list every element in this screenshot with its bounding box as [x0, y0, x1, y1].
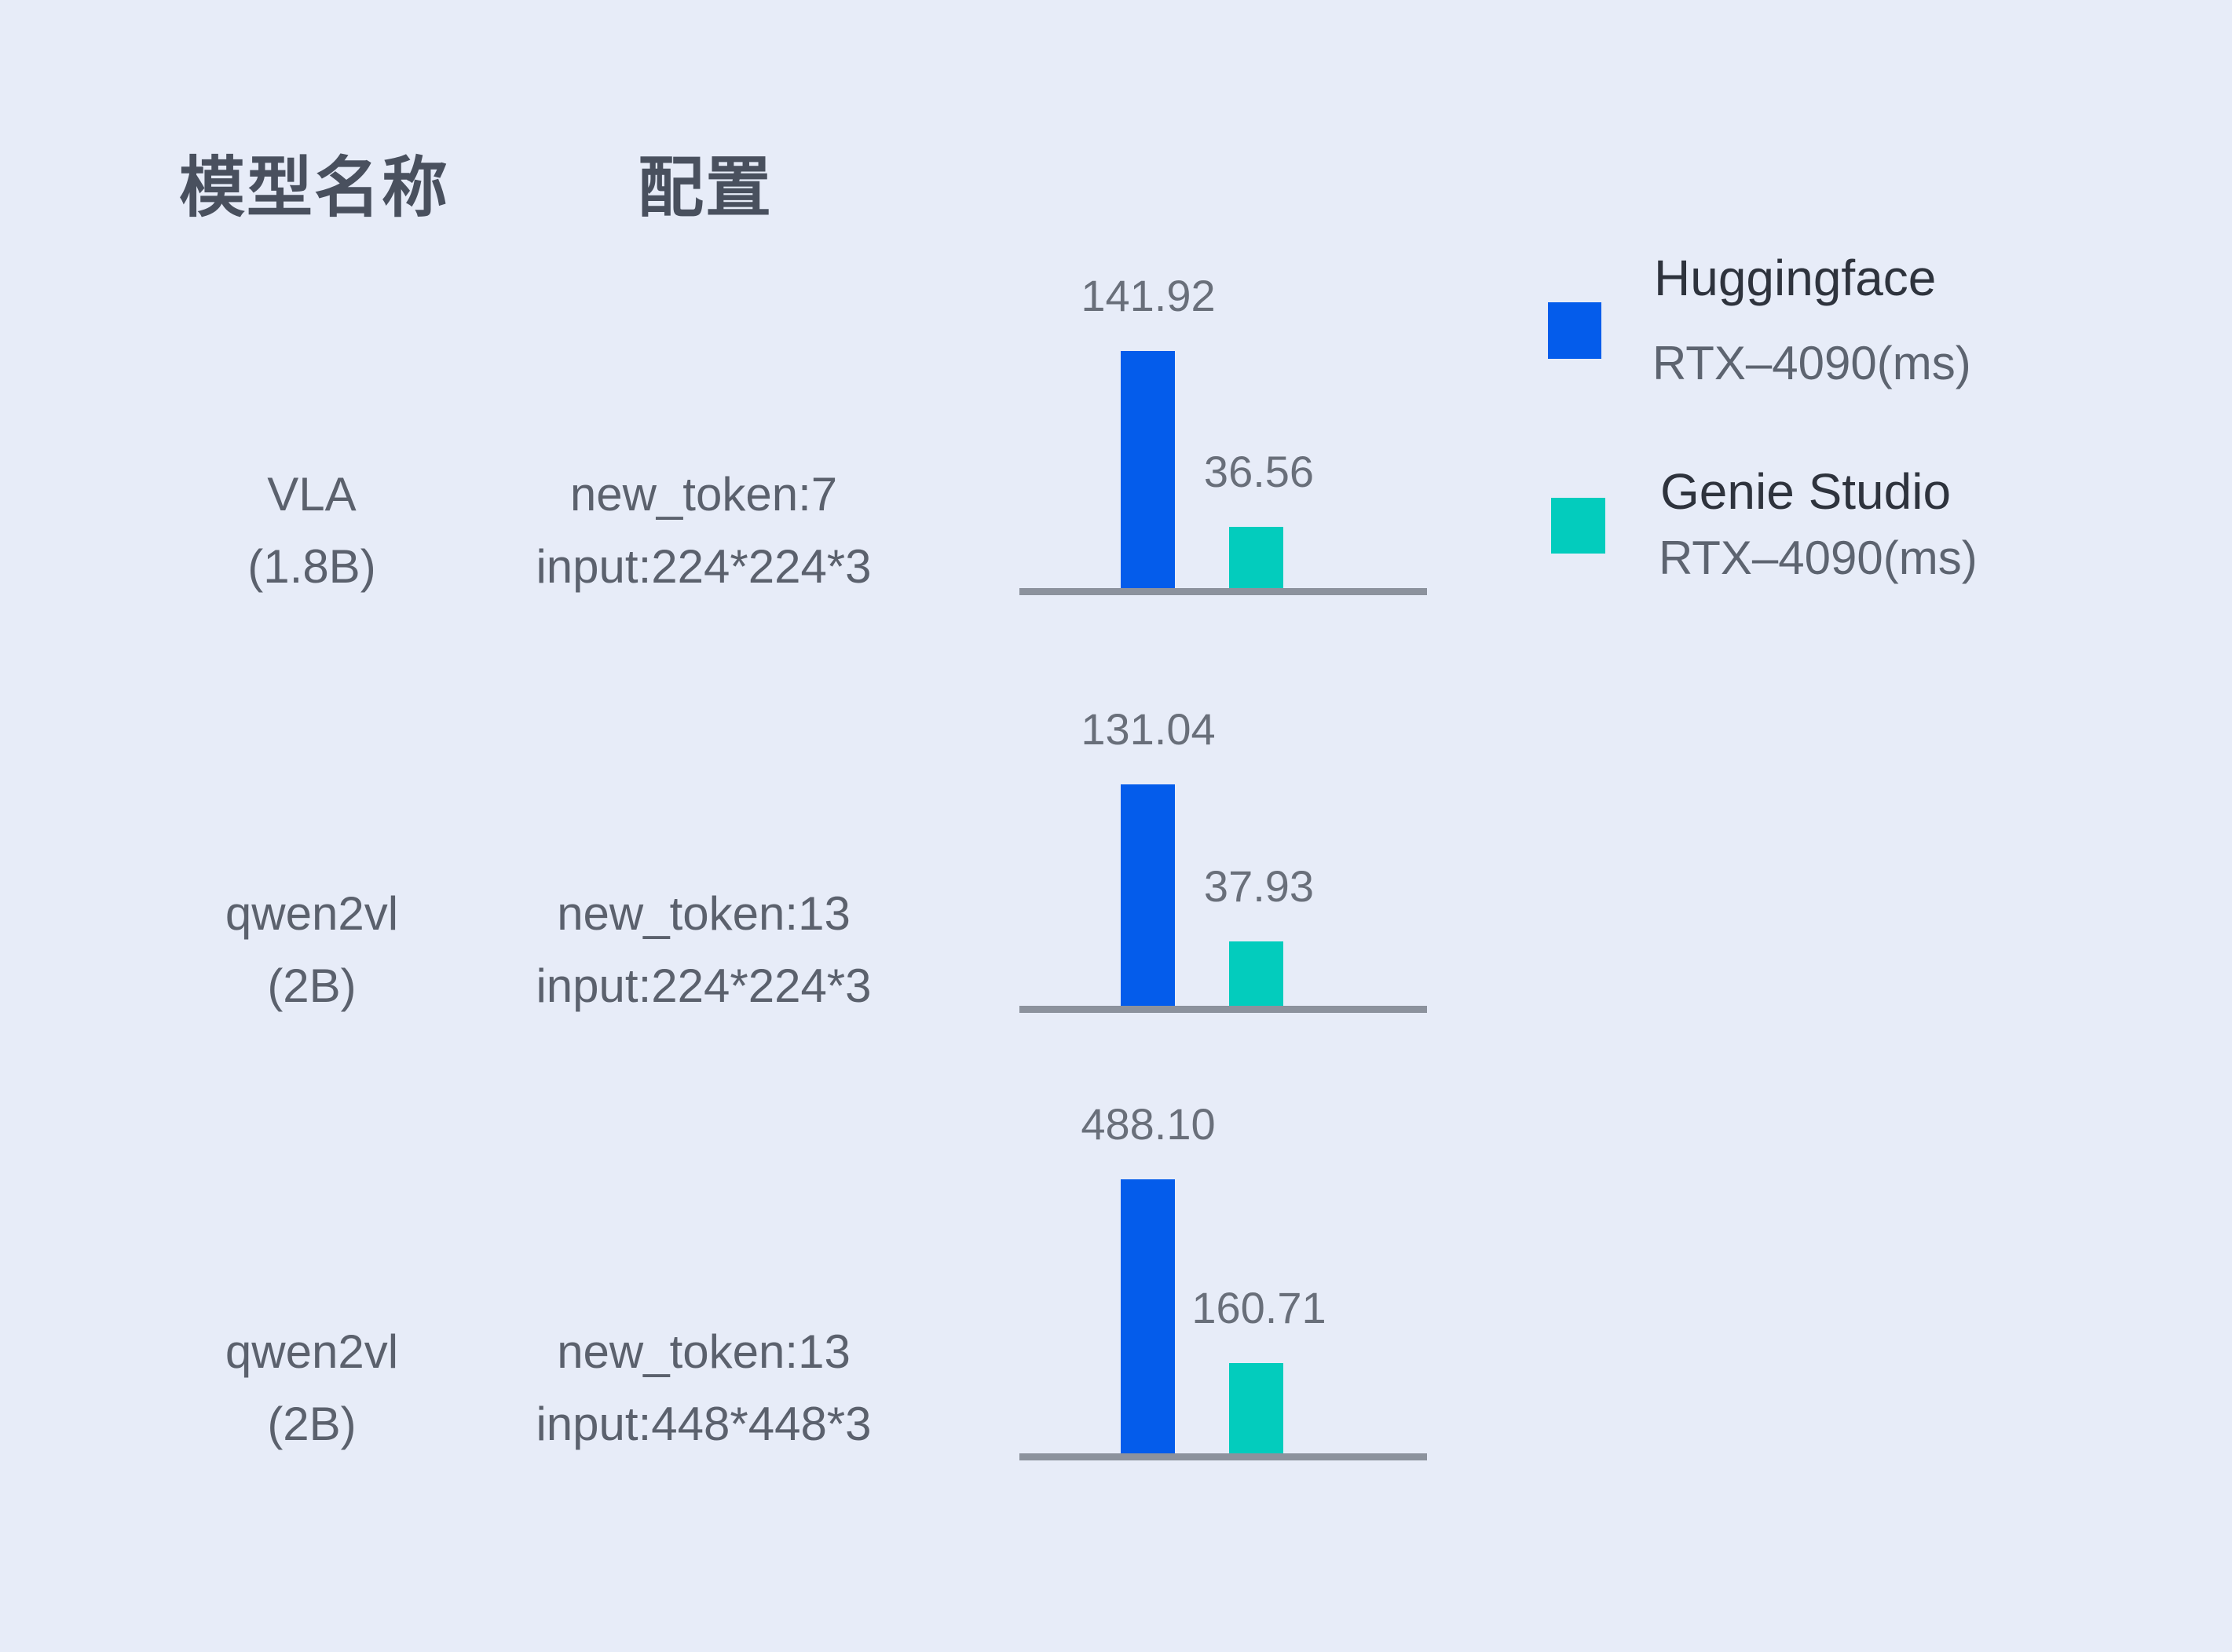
config-input-size: input:224*224*3 — [536, 540, 872, 593]
legend-huggingface-device: RTX–4090(ms) — [1652, 337, 1971, 389]
config-column-header: 配置 — [638, 151, 774, 225]
model-size: (2B) — [267, 959, 357, 1012]
config-new-token: new_token:13 — [557, 887, 851, 940]
chart-row: 131.04 37.93 — [1019, 636, 1427, 1013]
config-input-size: input:448*448*3 — [536, 1398, 872, 1450]
legend-huggingface-swatch — [1548, 302, 1601, 359]
config-cell: new_token:7 input:224*224*3 — [484, 459, 924, 603]
config-new-token: new_token:7 — [569, 468, 838, 521]
model-size: (1.8B) — [247, 540, 376, 593]
config-cell: new_token:13 input:448*448*3 — [484, 1316, 924, 1460]
model-name: qwen2vl — [225, 887, 399, 940]
chart-row: 141.92 36.56 — [1019, 218, 1427, 595]
huggingface-bar — [1121, 1179, 1175, 1453]
model-size: (2B) — [267, 1398, 357, 1450]
model-cell: VLA (1.8B) — [155, 459, 469, 603]
genie-studio-bar — [1229, 527, 1283, 588]
legend-genie-studio-device: RTX–4090(ms) — [1659, 532, 1978, 584]
model-name: VLA — [267, 468, 357, 521]
axis-line — [1019, 1006, 1427, 1013]
huggingface-bar — [1121, 351, 1175, 588]
genie-studio-value-label: 160.71 — [1191, 1283, 1326, 1332]
genie-studio-bar — [1229, 1363, 1283, 1453]
genie-studio-value-label: 36.56 — [1203, 447, 1315, 496]
chart-row: 488.10 160.71 — [1019, 1084, 1427, 1460]
huggingface-value-label: 488.10 — [1081, 1099, 1216, 1149]
config-input-size: input:224*224*3 — [536, 959, 872, 1012]
model-cell: qwen2vl (2B) — [155, 878, 469, 1022]
legend-huggingface-name: Huggingface — [1654, 250, 1937, 306]
legend-genie-studio-swatch — [1551, 498, 1605, 554]
legend-genie-studio-name: Genie Studio — [1660, 463, 1952, 520]
model-cell: qwen2vl (2B) — [155, 1316, 469, 1460]
huggingface-value-label: 131.04 — [1081, 704, 1216, 754]
genie-studio-bar — [1229, 941, 1283, 1006]
axis-line — [1019, 588, 1427, 595]
axis-line — [1019, 1453, 1427, 1460]
huggingface-bar — [1121, 784, 1175, 1006]
config-new-token: new_token:13 — [557, 1325, 851, 1378]
model-name: qwen2vl — [225, 1325, 399, 1378]
genie-studio-value-label: 37.93 — [1203, 861, 1315, 911]
model-name-column-header: 模型名称 — [179, 151, 450, 225]
huggingface-value-label: 141.92 — [1081, 271, 1216, 320]
config-cell: new_token:13 input:224*224*3 — [484, 878, 924, 1022]
